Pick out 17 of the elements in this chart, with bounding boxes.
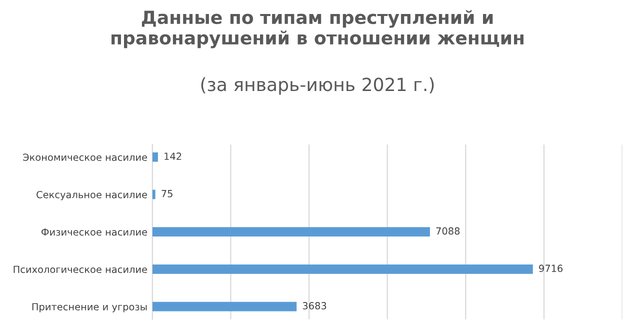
data-label: 142 — [164, 152, 182, 160]
y-tick-label: Физическое насилие — [41, 228, 148, 236]
bar — [152, 264, 533, 274]
data-label: 7088 — [436, 227, 460, 235]
y-tick-label: Сексуальное насилие — [36, 190, 148, 200]
bar — [152, 302, 297, 312]
data-label: 75 — [162, 190, 172, 198]
chart-title: Данные по типам преступлений и правонарушений в отношении женщин — [112, 10, 524, 48]
bar — [152, 152, 158, 162]
data-label: 9716 — [539, 264, 563, 272]
chart-subtitle: (за январь-июнь 2021 г.) — [201, 77, 434, 95]
data-label: 3683 — [302, 302, 326, 310]
y-tick-label: Психологическое насилие — [14, 266, 148, 274]
y-tick-label: Притеснение и угрозы — [32, 303, 147, 312]
bar — [152, 190, 156, 200]
y-tick-label: Экономическое насилие — [23, 154, 148, 161]
bar — [152, 227, 430, 237]
